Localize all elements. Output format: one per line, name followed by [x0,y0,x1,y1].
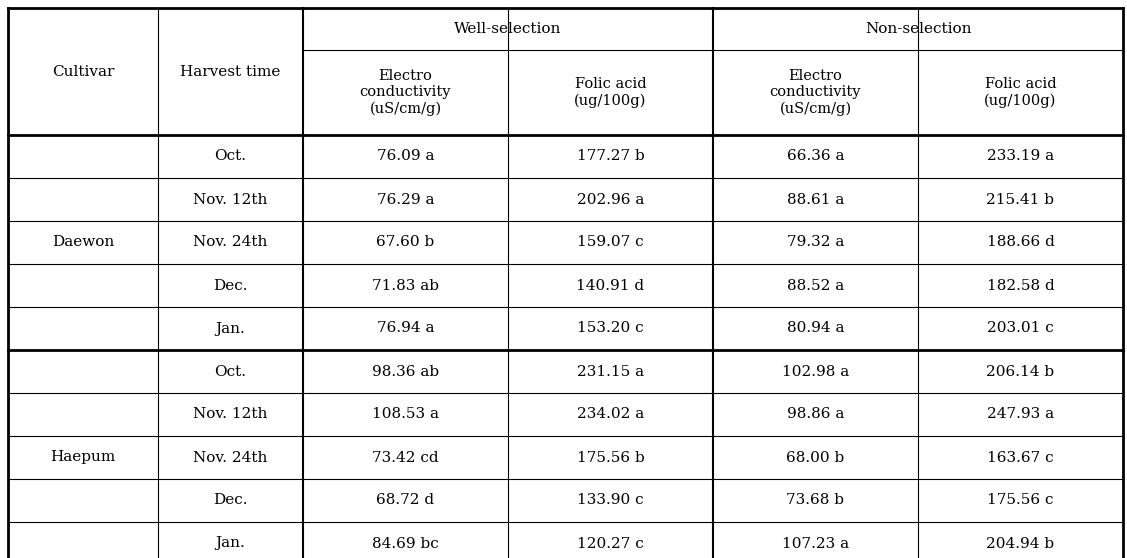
Text: Non-selection: Non-selection [864,22,971,36]
Text: 76.09 a: 76.09 a [376,150,434,163]
Text: Nov. 24th: Nov. 24th [194,450,268,464]
Text: Well-selection: Well-selection [454,22,561,36]
Text: 88.52 a: 88.52 a [787,278,844,292]
Text: Electro
conductivity
(uS/cm/g): Electro conductivity (uS/cm/g) [360,69,451,116]
Text: 79.32 a: 79.32 a [787,235,844,249]
Text: 175.56 b: 175.56 b [577,450,645,464]
Text: Nov. 24th: Nov. 24th [194,235,268,249]
Text: 163.67 c: 163.67 c [987,450,1054,464]
Text: 234.02 a: 234.02 a [577,407,645,421]
Text: Haepum: Haepum [51,450,116,464]
Text: 175.56 c: 175.56 c [987,493,1054,507]
Text: Jan.: Jan. [215,321,246,335]
Text: 108.53 a: 108.53 a [372,407,440,421]
Text: 133.90 c: 133.90 c [577,493,644,507]
Text: 177.27 b: 177.27 b [577,150,645,163]
Text: Oct.: Oct. [214,150,247,163]
Text: Dec.: Dec. [213,493,248,507]
Text: 71.83 ab: 71.83 ab [372,278,440,292]
Text: 73.42 cd: 73.42 cd [372,450,438,464]
Text: 107.23 a: 107.23 a [782,536,849,551]
Text: 215.41 b: 215.41 b [986,193,1055,206]
Text: Folic acid
(ug/100g): Folic acid (ug/100g) [575,77,647,108]
Text: 120.27 c: 120.27 c [577,536,644,551]
Text: 202.96 a: 202.96 a [577,193,645,206]
Text: 182.58 d: 182.58 d [986,278,1055,292]
Text: 76.29 a: 76.29 a [376,193,434,206]
Text: 76.94 a: 76.94 a [376,321,434,335]
Text: 102.98 a: 102.98 a [782,364,849,378]
Text: 80.94 a: 80.94 a [787,321,844,335]
Text: 98.86 a: 98.86 a [787,407,844,421]
Text: Folic acid
(ug/100g): Folic acid (ug/100g) [984,77,1057,108]
Text: 247.93 a: 247.93 a [987,407,1054,421]
Text: Nov. 12th: Nov. 12th [194,193,268,206]
Text: 88.61 a: 88.61 a [787,193,844,206]
Text: Harvest time: Harvest time [180,65,281,79]
Text: 68.72 d: 68.72 d [376,493,435,507]
Text: 98.36 ab: 98.36 ab [372,364,440,378]
Text: 188.66 d: 188.66 d [986,235,1055,249]
Text: 66.36 a: 66.36 a [787,150,844,163]
Text: 68.00 b: 68.00 b [787,450,844,464]
Text: 233.19 a: 233.19 a [987,150,1054,163]
Text: 203.01 c: 203.01 c [987,321,1054,335]
Text: 84.69 bc: 84.69 bc [372,536,438,551]
Text: 153.20 c: 153.20 c [577,321,644,335]
Text: 206.14 b: 206.14 b [986,364,1055,378]
Text: 204.94 b: 204.94 b [986,536,1055,551]
Text: 73.68 b: 73.68 b [787,493,844,507]
Text: Jan.: Jan. [215,536,246,551]
Text: Daewon: Daewon [52,235,114,249]
Text: Dec.: Dec. [213,278,248,292]
Text: Oct.: Oct. [214,364,247,378]
Text: 231.15 a: 231.15 a [577,364,644,378]
Text: 159.07 c: 159.07 c [577,235,644,249]
Text: Cultivar: Cultivar [52,65,114,79]
Text: 67.60 b: 67.60 b [376,235,435,249]
Text: Nov. 12th: Nov. 12th [194,407,268,421]
Text: Electro
conductivity
(uS/cm/g): Electro conductivity (uS/cm/g) [770,69,861,116]
Text: 140.91 d: 140.91 d [576,278,645,292]
